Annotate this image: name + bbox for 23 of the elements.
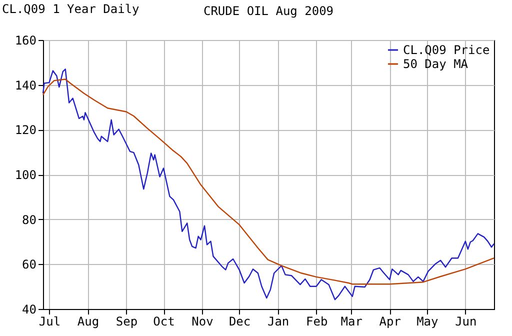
x-tick-label: Jul — [38, 314, 61, 328]
x-tick-label: Apr — [379, 314, 401, 328]
y-tick-label: 40 — [22, 302, 36, 316]
x-tick-label: Sep — [116, 314, 138, 328]
chart-title: CRUDE OIL Aug 2009 — [203, 4, 334, 18]
x-tick-label: Dec — [228, 314, 251, 328]
y-tick-label: 100 — [14, 168, 36, 182]
x-tick-label: May — [416, 314, 438, 328]
text: CL.Q09 1 Year Daily — [2, 2, 140, 16]
x-tick-label: Feb — [306, 314, 328, 328]
y-tick-label: 80 — [22, 212, 36, 227]
x-tick-label: Jun — [455, 314, 477, 328]
y-tick-label: 160 — [14, 34, 36, 48]
y-tick-label: 60 — [22, 258, 36, 272]
y-tick-label: 140 — [14, 78, 36, 92]
y-tick-label: 120 — [14, 123, 36, 138]
x-tick-label: Aug — [77, 314, 100, 328]
x-tick-label: Jan — [267, 314, 290, 328]
x-tick-label: Nov — [192, 314, 214, 328]
x-tick-label: Mar — [340, 314, 362, 328]
x-tick-label: Oct — [153, 314, 175, 328]
legend-label: 50 Day MA — [403, 57, 469, 71]
legend-label: CL.Q09 Price — [403, 43, 490, 57]
